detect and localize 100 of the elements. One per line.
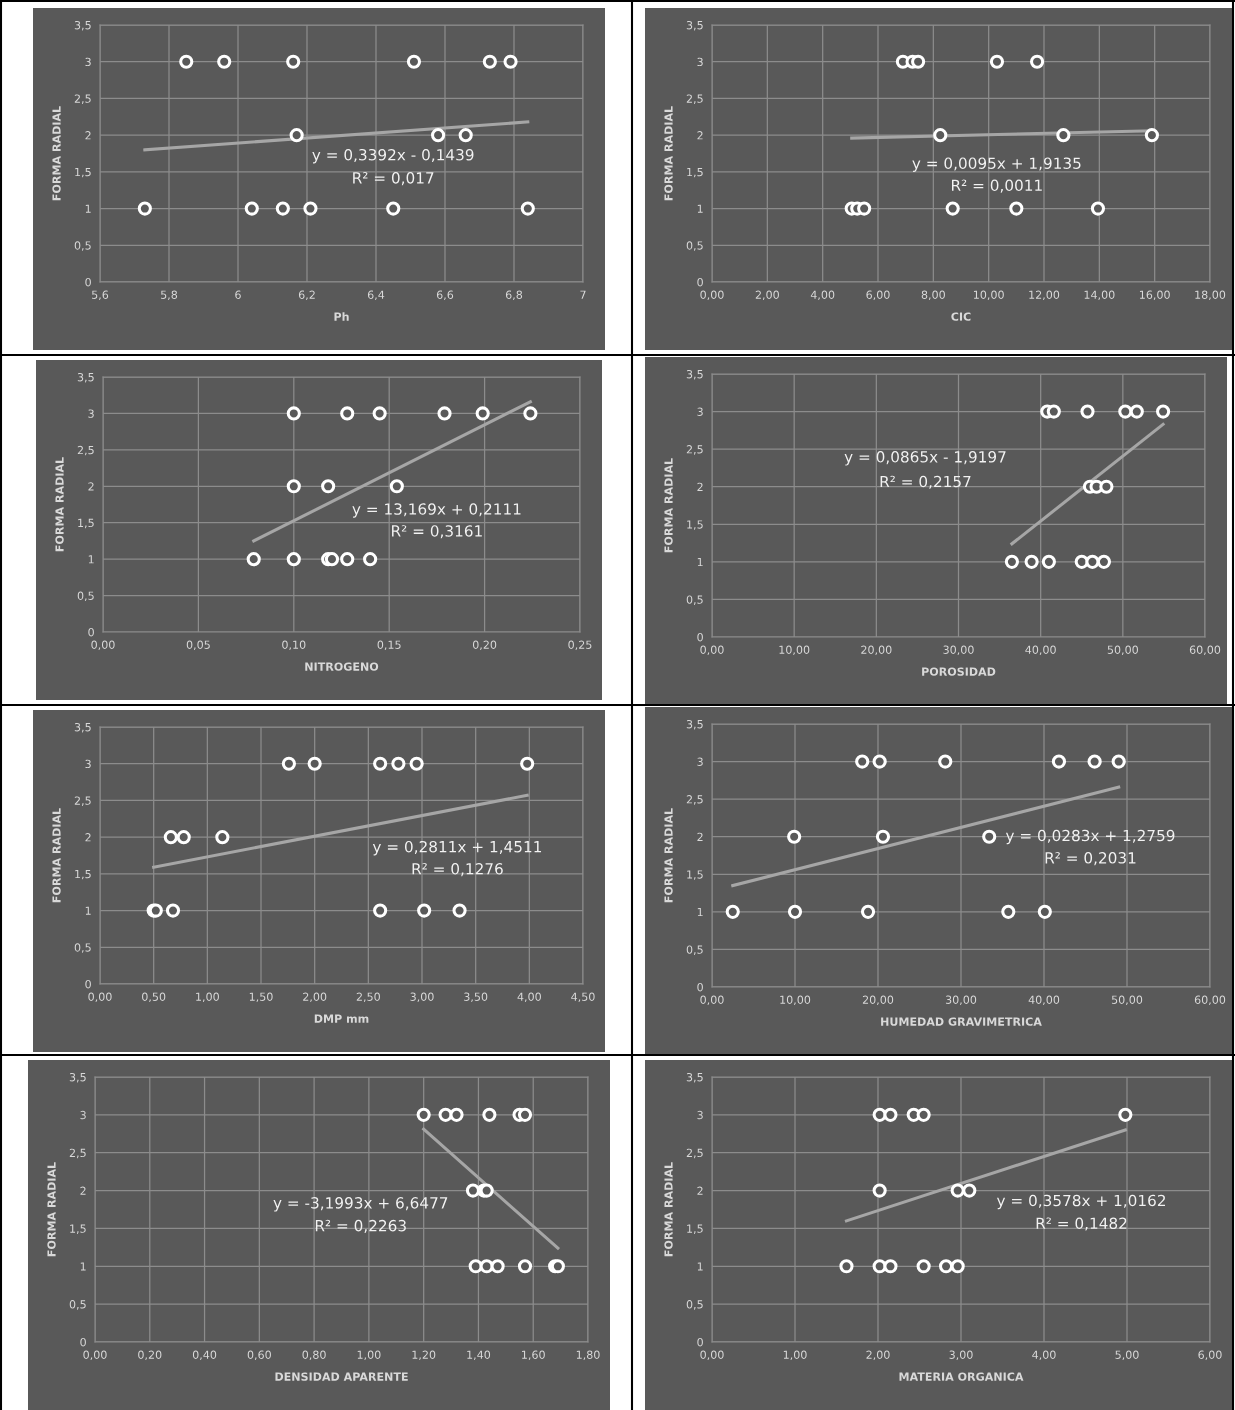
y-tick-label: 2,5	[686, 445, 703, 455]
y-tick-label: 0	[697, 632, 703, 642]
y-tick-label: 3	[697, 757, 703, 766]
x-axis-title: DMP mm	[314, 1014, 369, 1023]
y-tick-label: 3,5	[686, 1072, 703, 1083]
x-tick-label: 1,00	[783, 1350, 807, 1361]
x-tick-label: 10,00	[780, 995, 811, 1006]
annotation: R² = 0,1482	[1036, 1217, 1127, 1231]
y-tick-label: 0,5	[686, 595, 703, 605]
x-axis-title: POROSIDAD	[922, 667, 996, 676]
y-tick-label: 2	[80, 1186, 86, 1195]
x-tick-label: 0,00	[700, 1350, 724, 1361]
y-tick-label: 3	[85, 759, 91, 769]
y-tick-label: 0,5	[686, 241, 703, 251]
y-tick-label: 1	[88, 555, 94, 564]
x-tick-label: 6,00	[1198, 1350, 1222, 1361]
y-tick-label: 1,5	[78, 518, 94, 529]
x-tick-label: 20,00	[862, 995, 894, 1006]
annotation: y = 0,0865x - 1,9197	[844, 451, 1006, 466]
y-axis-title: FORMA RADIAL	[664, 1162, 673, 1257]
y-tick-label: 3,5	[74, 20, 91, 31]
x-tick-label: 5,8	[161, 290, 178, 301]
x-tick-label: 1,20	[412, 1350, 436, 1361]
x-tick-label: 50,00	[1107, 645, 1138, 656]
x-axis-title: NITROGENO	[305, 662, 379, 671]
x-tick-label: 7	[580, 290, 586, 299]
x-tick-label: 0,10	[282, 640, 306, 651]
y-tick-label: 0,5	[74, 241, 91, 251]
y-axis-title: FORMA RADIAL	[47, 1162, 56, 1257]
annotation: R² = 0,1276	[412, 863, 503, 877]
annotation: R² = 0,2031	[1045, 852, 1136, 866]
y-tick-label: 2,5	[686, 795, 703, 805]
y-tick-label: 3	[88, 409, 94, 418]
x-tick-label: 2,00	[303, 992, 327, 1003]
x-tick-label: 10,00	[779, 645, 810, 656]
x-tick-label: 18,00	[1195, 290, 1226, 301]
y-tick-label: 0	[88, 627, 94, 637]
x-tick-label: 0,00	[88, 992, 112, 1003]
annotation: y = 0,0095x + 1,9135	[912, 157, 1081, 172]
x-tick-label: 6,2	[298, 290, 315, 301]
x-axis-title: MATERIA ORGANICA	[899, 1372, 1024, 1381]
x-tick-label: 0,05	[186, 640, 210, 651]
x-tick-label: 3,50	[464, 992, 488, 1003]
y-tick-label: 1	[85, 906, 91, 915]
y-tick-label: 1,5	[687, 520, 703, 530]
annotation: R² = 0,3161	[392, 525, 482, 539]
x-axis-title: Ph	[334, 312, 349, 321]
y-tick-label: 3,5	[686, 20, 703, 31]
annotation: y = -3,1993x + 6,6477	[273, 1197, 448, 1212]
x-tick-label: 30,00	[943, 645, 974, 656]
y-tick-label: 1,5	[687, 167, 703, 178]
y-tick-label: 1	[80, 1262, 86, 1271]
y-tick-label: 2,5	[686, 1148, 703, 1159]
y-tick-label: 1	[697, 1262, 703, 1271]
y-tick-label: 2	[697, 482, 703, 491]
y-tick-label: 3	[697, 57, 703, 67]
y-tick-label: 0,5	[686, 945, 703, 955]
annotation: y = 0,0283x + 1,2759	[1005, 829, 1175, 845]
x-tick-label: 60,00	[1189, 645, 1221, 656]
x-tick-label: 5,6	[92, 290, 109, 301]
y-tick-label: 3	[697, 1110, 703, 1120]
x-tick-label: 30,00	[945, 995, 977, 1006]
y-tick-label: 0,5	[77, 591, 94, 602]
x-tick-label: 0,80	[302, 1350, 326, 1361]
x-tick-label: 0,25	[568, 640, 592, 651]
x-tick-label: 8,00	[921, 290, 945, 301]
x-tick-label: 40,00	[1028, 995, 1060, 1006]
y-tick-label: 1	[697, 557, 703, 567]
x-tick-label: 0,20	[138, 1350, 162, 1361]
x-tick-label: 6,6	[436, 290, 454, 301]
annotation: y = 13,169x + 0,2111	[352, 503, 521, 518]
x-tick-label: 6	[235, 290, 241, 299]
y-tick-label: 0,5	[686, 1300, 703, 1310]
x-tick-label: 0,00	[83, 1350, 107, 1361]
x-tick-label: 0,40	[192, 1350, 217, 1361]
x-tick-label: 0,20	[472, 640, 497, 651]
x-axis-title: CIC	[951, 312, 971, 321]
y-tick-label: 1,5	[75, 869, 91, 880]
annotation: R² = 0,017	[353, 172, 434, 186]
y-tick-label: 0	[697, 277, 703, 287]
y-tick-label: 0,5	[69, 1300, 86, 1310]
y-tick-label: 1,5	[687, 870, 703, 880]
y-tick-label: 1	[697, 204, 703, 213]
x-tick-label: 60,00	[1194, 995, 1226, 1006]
y-tick-label: 2	[88, 482, 94, 491]
y-axis-title: FORMA RADIAL	[52, 106, 61, 201]
y-axis-title: FORMA RADIAL	[52, 808, 61, 903]
x-tick-label: 1,60	[522, 1350, 545, 1361]
x-tick-label: 5,00	[1115, 1350, 1139, 1361]
y-tick-label: 2	[697, 1186, 703, 1195]
x-tick-label: 6,8	[505, 290, 523, 301]
x-tick-label: 1,00	[196, 992, 219, 1003]
x-tick-label: 0,00	[700, 290, 724, 301]
annotation: R² = 0,0011	[952, 179, 1042, 193]
x-tick-label: 2,00	[755, 290, 779, 301]
y-tick-label: 2	[697, 832, 703, 841]
y-tick-label: 3,5	[686, 369, 703, 380]
y-tick-label: 2,5	[69, 1148, 86, 1159]
x-tick-label: 6,00	[866, 290, 890, 301]
y-tick-label: 2,5	[77, 445, 94, 456]
